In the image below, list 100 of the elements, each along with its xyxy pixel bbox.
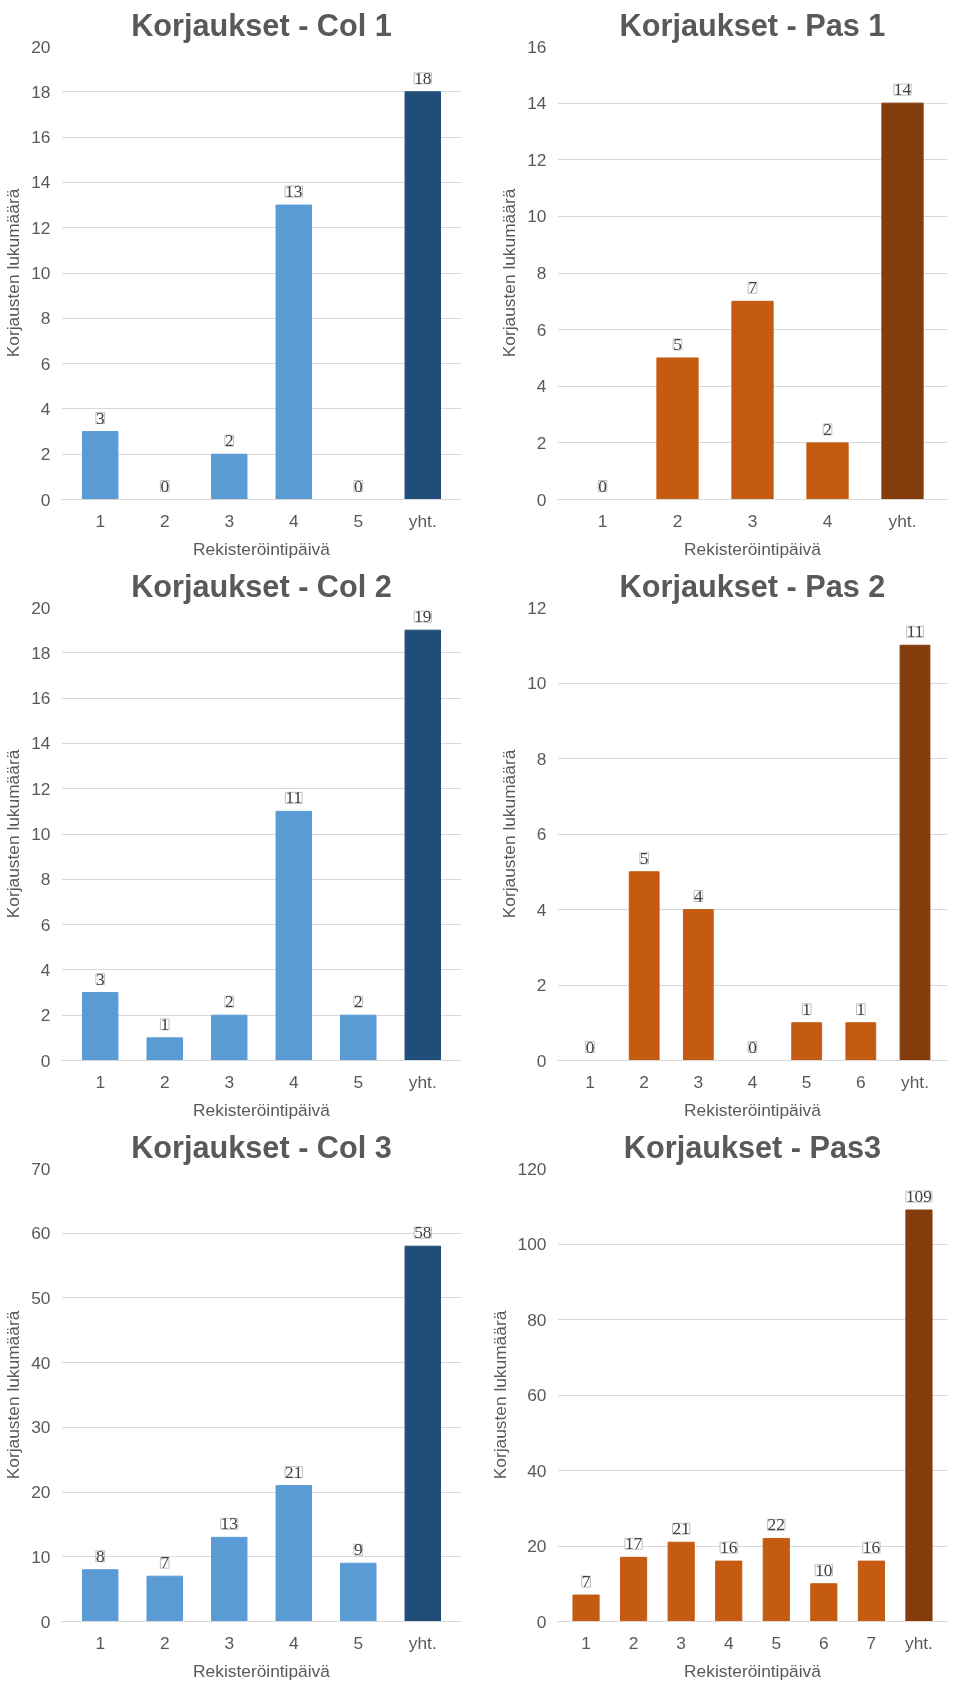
y-tick-label: 10 xyxy=(31,1546,51,1567)
x-tick-label: 1 xyxy=(95,510,106,531)
x-axis-title: Rekisteröintipäivä xyxy=(684,1660,822,1681)
data-label: 18 xyxy=(414,68,432,88)
data-label: 0 xyxy=(748,1037,757,1057)
y-tick-label: 2 xyxy=(40,1005,51,1026)
x-tick-label: 5 xyxy=(353,510,364,531)
y-tick-label: 0 xyxy=(536,1611,547,1632)
x-tick-label: 3 xyxy=(224,1632,235,1653)
x-tick-label: yht. xyxy=(408,1632,437,1653)
x-tick-label: 6 xyxy=(856,1071,866,1092)
x-tick-label: 7 xyxy=(866,1632,877,1653)
data-label: 8 xyxy=(95,1546,105,1566)
data-label: 0 xyxy=(598,476,607,496)
y-tick-label: 12 xyxy=(31,778,51,799)
y-tick-label: 0 xyxy=(40,489,51,510)
y-axis-title: Korjausten lukumäärä xyxy=(3,1310,24,1480)
y-tick-label: 2 xyxy=(536,975,547,995)
y-tick-label: 100 xyxy=(517,1234,547,1254)
data-label: 1 xyxy=(802,999,812,1019)
x-tick-label: 2 xyxy=(159,510,170,531)
data-label: 22 xyxy=(767,1515,785,1535)
y-tick-label: 6 xyxy=(40,914,51,935)
y-tick-label: 12 xyxy=(527,149,547,170)
data-label: 2 xyxy=(823,419,832,439)
data-label: 2 xyxy=(224,431,234,451)
x-tick-label: yht. xyxy=(901,1071,929,1092)
x-tick-label: 1 xyxy=(585,1071,595,1092)
y-tick-label: 60 xyxy=(31,1223,51,1244)
y-tick-label: 10 xyxy=(31,263,51,283)
y-tick-label: 70 xyxy=(31,1158,51,1179)
y-axis-title: Korjausten lukumäärä xyxy=(3,188,24,358)
data-label: 1 xyxy=(856,999,866,1019)
x-axis-title: Rekisteröintipäivä xyxy=(684,538,822,559)
chart-title: Korjaukset - Pas 2 xyxy=(619,568,886,604)
x-tick-label: yht. xyxy=(888,510,917,531)
y-tick-label: 30 xyxy=(31,1417,51,1438)
data-label: 13 xyxy=(220,1514,238,1534)
data-label: 16 xyxy=(862,1538,881,1558)
data-label: 7 xyxy=(581,1572,591,1592)
x-tick-label: 6 xyxy=(819,1632,829,1653)
y-tick-label: 12 xyxy=(527,597,547,618)
y-tick-label: 10 xyxy=(31,824,51,844)
y-tick-label: 0 xyxy=(40,1611,51,1632)
y-tick-label: 40 xyxy=(31,1352,51,1373)
x-tick-label: 4 xyxy=(822,510,833,531)
data-label: 0 xyxy=(585,1037,595,1057)
y-tick-label: 6 xyxy=(536,824,547,844)
data-label: 19 xyxy=(414,607,432,627)
y-tick-label: 4 xyxy=(536,899,547,920)
data-label: 0 xyxy=(353,476,363,496)
x-tick-label: yht. xyxy=(905,1632,933,1653)
y-tick-label: 4 xyxy=(40,398,51,419)
x-tick-label: 4 xyxy=(747,1071,758,1092)
data-label: 2 xyxy=(224,992,234,1012)
data-label: 21 xyxy=(285,1462,303,1482)
x-tick-label: 4 xyxy=(723,1632,734,1653)
data-label: 2 xyxy=(353,992,363,1012)
y-tick-label: 0 xyxy=(40,1050,51,1071)
y-tick-label: 14 xyxy=(31,733,51,754)
data-label: 11 xyxy=(285,788,303,808)
x-tick-label: 2 xyxy=(628,1632,639,1653)
y-axis-title: Korjausten lukumäärä xyxy=(3,749,24,919)
data-label: 14 xyxy=(893,80,912,100)
x-tick-label: 1 xyxy=(95,1632,106,1653)
x-tick-label: 2 xyxy=(159,1071,170,1092)
y-tick-label: 60 xyxy=(527,1385,547,1405)
chart-title: Korjaukset - Pas3 xyxy=(623,1129,882,1165)
y-tick-label: 6 xyxy=(536,319,547,340)
y-tick-label: 0 xyxy=(536,489,547,510)
data-label: 7 xyxy=(748,278,758,298)
x-axis-title: Rekisteröintipäivä xyxy=(193,1660,331,1681)
y-tick-label: 8 xyxy=(40,308,51,329)
data-label: 16 xyxy=(720,1538,738,1558)
x-tick-label: 3 xyxy=(224,1071,235,1092)
y-tick-label: 2 xyxy=(40,444,51,465)
y-tick-label: 12 xyxy=(31,217,51,238)
x-tick-label: 2 xyxy=(672,510,683,531)
chart-title: Korjaukset - Col 2 xyxy=(131,568,392,604)
x-tick-label: 4 xyxy=(288,510,299,531)
y-tick-label: 16 xyxy=(31,127,51,148)
chart-title: Korjaukset - Col 1 xyxy=(131,7,392,43)
data-label: 109 xyxy=(905,1187,932,1207)
y-tick-label: 20 xyxy=(31,1482,51,1503)
x-tick-label: yht. xyxy=(408,510,437,531)
x-tick-label: 4 xyxy=(288,1632,299,1653)
x-axis-title: Rekisteröintipäivä xyxy=(193,538,331,559)
x-tick-label: 1 xyxy=(597,510,608,531)
x-tick-label: yht. xyxy=(408,1071,437,1092)
x-tick-label: 1 xyxy=(581,1632,591,1653)
data-label: 21 xyxy=(672,1519,690,1539)
y-axis-title: Korjausten lukumäärä xyxy=(489,1310,510,1480)
y-tick-label: 50 xyxy=(31,1287,51,1308)
x-tick-label: 5 xyxy=(771,1632,782,1653)
y-tick-label: 120 xyxy=(517,1158,547,1179)
x-tick-label: 3 xyxy=(224,510,235,531)
data-label: 1 xyxy=(160,1014,170,1034)
y-tick-label: 8 xyxy=(536,263,547,283)
y-tick-label: 20 xyxy=(31,36,51,57)
x-tick-label: 5 xyxy=(801,1071,812,1092)
